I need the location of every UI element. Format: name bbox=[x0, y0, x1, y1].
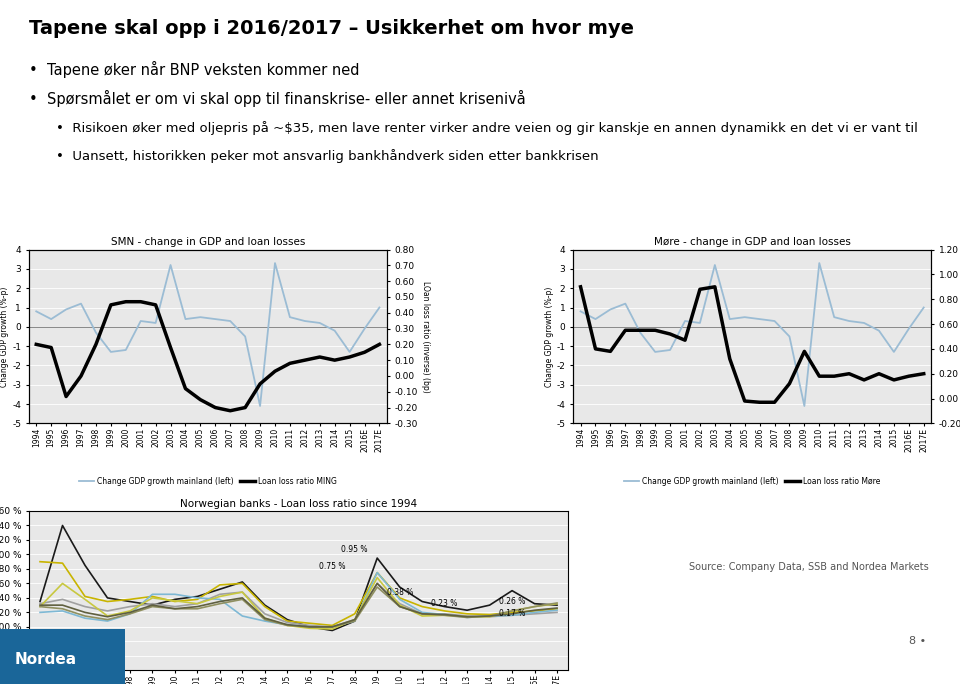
Text: 0.17 %: 0.17 % bbox=[499, 609, 525, 618]
Y-axis label: LOan loss ratio (inverse) (bp): LOan loss ratio (inverse) (bp) bbox=[420, 280, 430, 393]
Y-axis label: Change GDP growth (%-p): Change GDP growth (%-p) bbox=[544, 287, 554, 386]
Title: Norwegian banks - Loan loss ratio since 1994: Norwegian banks - Loan loss ratio since … bbox=[180, 499, 417, 509]
Text: •  Tapene øker når BNP veksten kommer ned: • Tapene øker når BNP veksten kommer ned bbox=[29, 61, 359, 77]
Text: •  Uansett, historikken peker mot ansvarlig bankhåndverk siden etter bankkrisen: • Uansett, historikken peker mot ansvarl… bbox=[56, 149, 598, 163]
Legend: Change GDP growth mainland (left), Loan loss ratio Møre: Change GDP growth mainland (left), Loan … bbox=[621, 474, 883, 489]
Text: Tapene skal opp i 2016/2017 – Usikkerhet om hvor mye: Tapene skal opp i 2016/2017 – Usikkerhet… bbox=[29, 18, 634, 38]
Text: 0.23 %: 0.23 % bbox=[431, 599, 458, 608]
Text: 8 •: 8 • bbox=[909, 636, 926, 646]
Title: Møre - change in GDP and loan losses: Møre - change in GDP and loan losses bbox=[654, 237, 851, 248]
Y-axis label: Change GDP growth (%-p): Change GDP growth (%-p) bbox=[0, 287, 10, 386]
Text: 0.75 %: 0.75 % bbox=[319, 562, 346, 571]
Text: Nordea: Nordea bbox=[15, 652, 77, 667]
Title: SMN - change in GDP and loan losses: SMN - change in GDP and loan losses bbox=[110, 237, 305, 248]
Text: •  Spørsmålet er om vi skal opp til finanskrise- eller annet krisenivå: • Spørsmålet er om vi skal opp til finan… bbox=[29, 90, 525, 107]
Text: Source: Company Data, SSB and Nordea Markets: Source: Company Data, SSB and Nordea Mar… bbox=[688, 562, 928, 572]
Text: •  Risikoen øker med oljepris på ~$35, men lave renter virker andre veien og gir: • Risikoen øker med oljepris på ~$35, me… bbox=[56, 121, 918, 135]
Legend: Change GDP growth mainland (left), Loan loss ratio MING: Change GDP growth mainland (left), Loan … bbox=[76, 474, 340, 489]
Text: 0.95 %: 0.95 % bbox=[342, 545, 368, 555]
Text: 0.26 %: 0.26 % bbox=[499, 597, 525, 606]
Text: 0.38 %: 0.38 % bbox=[387, 588, 413, 597]
